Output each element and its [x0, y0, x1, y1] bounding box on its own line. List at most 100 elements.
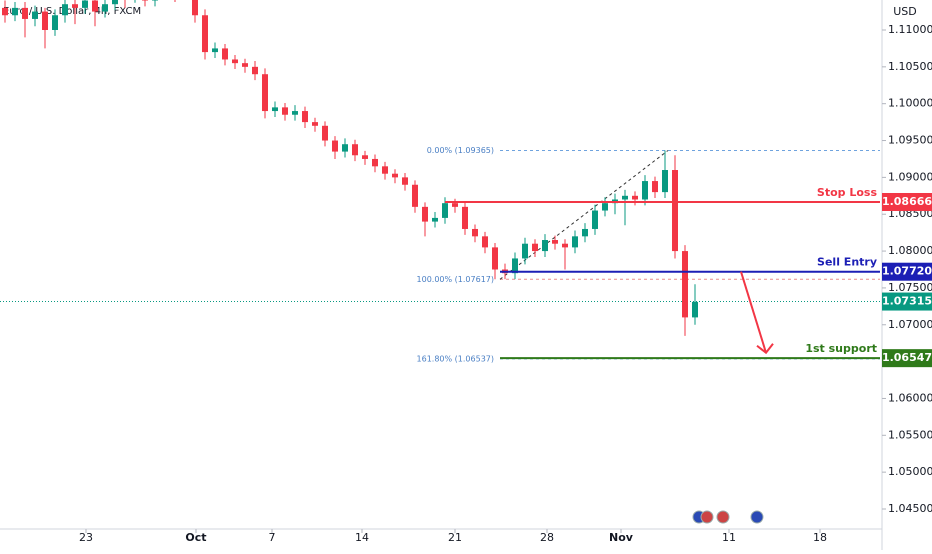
candle-body [642, 181, 648, 200]
candle-body [292, 111, 298, 115]
candle-body [222, 48, 228, 60]
candle-body [672, 170, 678, 252]
chart-title: Euro / U.S. Dollar, 4h, FXCM [3, 6, 141, 17]
candle-body [252, 66, 258, 75]
fib-label: 161.80% (1.06537) [417, 354, 494, 363]
event-icon [716, 510, 730, 524]
y-tick-label: 1.07000 [888, 318, 932, 331]
candle-body [452, 203, 458, 207]
candle-body [532, 243, 538, 252]
candle-body [212, 48, 218, 53]
arrow-shaft [740, 271, 767, 354]
price-box-label: 1.08666 [882, 195, 932, 208]
candle-body [602, 203, 608, 211]
candle-body [42, 11, 48, 30]
event-icon [750, 510, 764, 524]
candle-body [302, 111, 308, 123]
x-tick-label: 14 [355, 531, 369, 544]
price-box-label: 1.06547 [882, 351, 932, 364]
fib-trendline [499, 150, 669, 280]
candle-body [152, 0, 158, 1]
candle-body [232, 59, 238, 64]
arrow-head [756, 343, 774, 355]
x-tick-label: Nov [609, 531, 634, 544]
candle-body [522, 243, 528, 259]
y-tick-label: 1.05000 [888, 465, 932, 478]
candle-body [622, 195, 628, 200]
candle-body [192, 0, 198, 16]
candle-body [22, 7, 28, 19]
candle-body [402, 177, 408, 185]
level-name: Stop Loss [817, 186, 878, 199]
candle-body [492, 247, 498, 270]
fib-label: 0.00% (1.09365) [427, 146, 494, 155]
x-tick-label: 28 [540, 531, 554, 544]
level-name: Sell Entry [817, 256, 877, 269]
candle-body [542, 240, 548, 252]
candle-body [592, 210, 598, 229]
price-box [882, 349, 932, 368]
candle-body [472, 228, 478, 237]
currency-label: USD [893, 5, 917, 18]
price-box [882, 262, 932, 281]
candle-body [282, 107, 288, 115]
price-box [882, 192, 932, 211]
y-tick-label: 1.11000 [888, 23, 932, 36]
candle-body [312, 122, 318, 126]
candle-body [512, 258, 518, 274]
price-box-label: 1.07315 [882, 295, 932, 308]
y-tick-label: 1.06000 [888, 391, 932, 404]
candle-body [652, 181, 658, 193]
event-icons [692, 510, 764, 524]
candle-body [352, 144, 358, 156]
candle-body [362, 155, 368, 159]
candle-body [2, 7, 8, 16]
candle-body [482, 236, 488, 248]
y-tick-label: 1.10000 [888, 97, 932, 110]
candle-body [422, 206, 428, 222]
candle-body [92, 0, 98, 12]
candle-body [242, 63, 248, 67]
y-tick-label: 1.10500 [888, 60, 932, 73]
candle-body [382, 166, 388, 174]
candle-body [392, 173, 398, 178]
candle-body [332, 140, 338, 152]
x-tick-label: 21 [448, 531, 462, 544]
candle-body [432, 217, 438, 222]
event-icon [700, 510, 714, 524]
candle-body [682, 251, 688, 318]
candle-body [32, 11, 38, 19]
y-tick-label: 1.08000 [888, 244, 932, 257]
candle-body [632, 195, 638, 200]
candle-body [142, 0, 148, 1]
candle-body [662, 170, 668, 193]
candle-body [272, 107, 278, 112]
candle-body [582, 228, 588, 237]
level-name: 1st support [805, 342, 877, 355]
x-tick-label: 23 [79, 531, 93, 544]
candle-body [442, 203, 448, 218]
candle-body [462, 206, 468, 229]
candle-body [342, 144, 348, 152]
candle-body [562, 243, 568, 248]
candle-body [62, 4, 68, 16]
y-tick-label: 1.05500 [888, 428, 932, 441]
candle-body [12, 7, 18, 16]
candle-body [412, 184, 418, 207]
candle-body [262, 74, 268, 112]
candle-body [322, 125, 328, 141]
candle-body [692, 301, 698, 318]
candle-body [552, 240, 558, 244]
y-tick-label: 1.09000 [888, 170, 932, 183]
y-tick-label: 1.04500 [888, 502, 932, 515]
candle-body [52, 15, 58, 30]
x-tick-label: 18 [813, 531, 827, 544]
candle-body [82, 0, 88, 8]
candle-body [72, 4, 78, 8]
candle-body [572, 236, 578, 248]
candle-body [372, 158, 378, 167]
fib-label: 100.00% (1.07617) [417, 275, 494, 284]
x-tick-label: 11 [722, 531, 736, 544]
